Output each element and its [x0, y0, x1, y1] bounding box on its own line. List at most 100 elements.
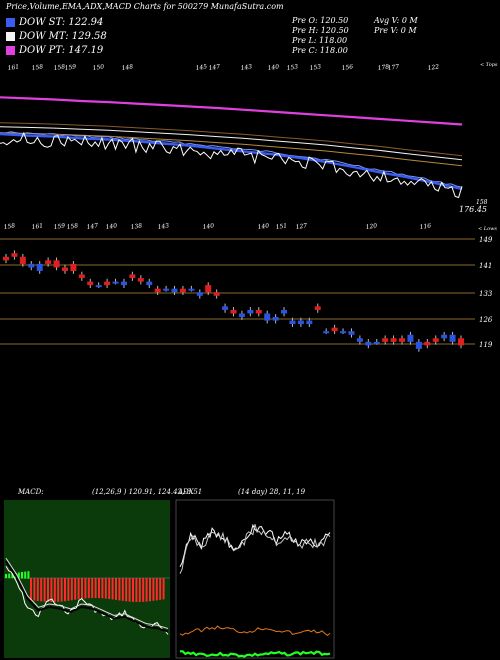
macd-histogram-bar — [30, 578, 32, 600]
candle-body — [129, 274, 136, 279]
legend-label-st: DOW ST: 122.94 — [19, 17, 104, 28]
last-price-side: 158 — [476, 199, 488, 206]
tops-tick-label: 156 — [341, 63, 353, 72]
pre-volume: Pre V: 0 M — [374, 26, 417, 35]
tops-tick-label: 159 — [64, 63, 76, 72]
macd-histogram-bar — [40, 578, 43, 602]
legend-label-mt: DOW MT: 129.58 — [19, 31, 107, 42]
ema-mt-upper-line — [0, 122, 463, 157]
candle-body — [70, 263, 77, 271]
price-level-label: 141 — [479, 262, 492, 270]
legend-dow-st: DOW ST: 122.94 — [6, 17, 103, 28]
lows-tick-label: 127 — [295, 222, 307, 231]
macd-histogram-bar — [108, 578, 111, 599]
macd-histogram-bar — [118, 578, 121, 601]
candle-body — [179, 288, 186, 293]
tops-tick-label: 158 — [31, 63, 43, 72]
macd-histogram-bar — [142, 578, 145, 602]
pre-low: Pre L: 118.00 — [292, 36, 348, 45]
legend-dow-pt: DOW PT: 147.19 — [6, 45, 103, 56]
tops-tick-label: 153 — [286, 63, 298, 72]
macd-histogram-bar — [33, 578, 36, 601]
price-line — [0, 131, 463, 199]
candle-body — [449, 334, 456, 342]
ema-st-line — [0, 132, 463, 191]
price-level-label: 149 — [479, 236, 493, 244]
candle-body — [373, 341, 380, 344]
pre-close: Pre C: 118.00 — [292, 46, 348, 55]
macd-histogram-bar — [64, 578, 66, 602]
candle-body — [323, 331, 330, 334]
candle-body — [255, 309, 262, 314]
macd-histogram-bar — [94, 578, 97, 599]
adx-minus-di-shadow-line — [179, 524, 331, 574]
price-level-label: 133 — [479, 290, 493, 298]
macd-histogram-bar — [87, 578, 90, 599]
candle-body — [61, 267, 68, 271]
avg-volume: Avg V: 0 M — [374, 16, 418, 25]
macd-histogram-bar — [36, 578, 39, 601]
macd-histogram-bar — [98, 578, 100, 599]
candle-body — [45, 260, 52, 264]
candle-body — [36, 263, 43, 271]
candle-body — [424, 341, 431, 346]
macd-histogram-bar — [132, 578, 134, 602]
candle-body — [281, 309, 288, 314]
macd-histogram-bar — [43, 578, 46, 602]
candle-body — [222, 306, 229, 310]
candle-body — [331, 327, 338, 332]
adx-values: (14 day) 28, 11, 19 — [238, 488, 306, 496]
ema-mt-shadow-line — [0, 132, 463, 167]
macd-histogram-bar — [125, 578, 128, 602]
macd-histogram-bar — [50, 578, 53, 602]
tops-tag: < Tops — [480, 62, 498, 68]
candle-body — [348, 331, 355, 335]
legend-swatch-pt — [6, 46, 15, 55]
lows-tag: < Lows — [478, 226, 497, 232]
price-level-label: 126 — [479, 316, 493, 324]
adx-line — [180, 650, 331, 658]
macd-label: MACD: — [17, 488, 44, 496]
ema-pt-line — [0, 96, 463, 126]
candle-body — [340, 331, 347, 334]
candle-body — [146, 281, 153, 286]
lows-tick-label: 158 — [66, 222, 78, 231]
pre-high: Pre H: 120.50 — [292, 26, 349, 35]
legend-label-pt: DOW PT: 147.19 — [19, 45, 104, 56]
ema-mt-line — [0, 126, 463, 161]
candle-body — [87, 281, 94, 286]
candle-body — [53, 260, 60, 268]
macd-histogram-bar — [5, 574, 7, 578]
tops-tick-label: 177 — [387, 63, 399, 72]
macd-signal-line — [5, 557, 169, 629]
lows-tick-label: 147 — [86, 222, 98, 231]
legend-swatch-st — [6, 18, 15, 27]
candle-body — [188, 288, 195, 291]
candle-body — [247, 309, 254, 314]
macd-background — [4, 500, 170, 658]
adx-label: ADX — [177, 488, 195, 496]
candle-body — [230, 309, 237, 314]
tops-tick-label: 122 — [427, 63, 439, 72]
legend-dow-mt: DOW MT: 129.58 — [6, 31, 107, 42]
candle-body — [120, 281, 127, 286]
macd-histogram-bar — [138, 578, 141, 602]
macd-histogram-bar — [101, 578, 104, 599]
adx-minus-di-line — [179, 523, 331, 568]
candle-body — [441, 334, 448, 339]
candle-body — [382, 338, 389, 342]
last-price-label: 176.45 — [459, 205, 487, 214]
candle-body — [415, 341, 422, 349]
lows-tick-label: 138 — [130, 222, 142, 231]
tops-tick-label: 143 — [240, 63, 252, 72]
candle-body — [11, 253, 18, 257]
macd-histogram-bar — [121, 578, 124, 601]
macd-histogram-bar — [155, 578, 158, 601]
tops-tick-label: 140 — [267, 63, 279, 72]
tops-tick-label: 178 — [377, 63, 389, 72]
macd-histogram-bar — [70, 578, 73, 601]
macd-histogram-bar — [152, 578, 155, 601]
tops-tick-label: 150 — [92, 63, 104, 72]
candle-body — [205, 285, 212, 293]
candle-body — [264, 313, 271, 321]
